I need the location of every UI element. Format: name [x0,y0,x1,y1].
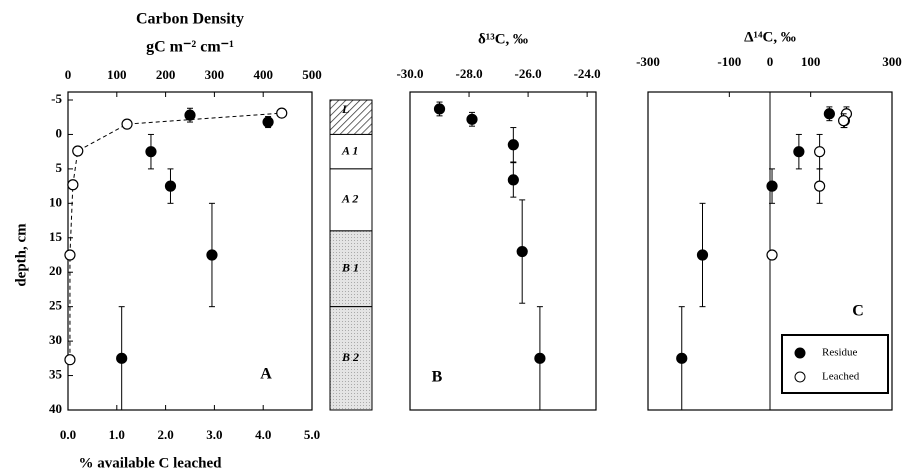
legend-marker [794,347,806,359]
y-axis-label: depth, cm [13,223,29,287]
data-point [516,245,528,258]
data-point [72,145,84,157]
x-tick-label: -100 [717,54,741,69]
y-tick-label: 10 [49,194,62,209]
legend-marker [794,371,806,383]
horizon-label: L [341,102,349,116]
x2-tick-label: 500 [302,67,322,82]
axis-title: Carbon Density [136,11,244,28]
y-tick-label: 35 [49,367,63,382]
soil-horizon [329,99,373,135]
panel-letter: B [432,369,443,386]
data-point [766,180,778,192]
y-tick-label: 30 [49,332,62,347]
y-tick-label: -5 [51,91,62,106]
y-tick-label: 5 [56,160,63,175]
legend-box [781,334,889,394]
x2-tick-label: 0 [65,67,72,82]
data-point [116,352,128,364]
data-point [145,146,157,158]
data-point [814,180,826,192]
x-tick-label: -24.0 [574,66,601,81]
axis-title: gC m⁻² cm⁻¹ [146,39,234,56]
panel-letter: A [260,366,272,383]
x-tick-label: -28.0 [456,66,483,81]
data-point [696,249,709,261]
data-point [262,116,274,128]
y-tick-label: 0 [56,125,63,140]
data-point [466,113,478,125]
x2-tick-label: 400 [253,67,273,82]
x-tick-label: 0.0 [60,427,76,442]
x2-tick-label: 300 [205,67,225,82]
y-tick-label: 25 [49,298,63,313]
x2-tick-label: 100 [107,67,127,82]
data-point [814,146,826,158]
data-point [64,249,76,261]
legend-label: Residue [822,347,858,359]
x-tick-label: 5.0 [304,427,320,442]
y-tick-label: 20 [49,263,62,278]
data-point [64,354,76,366]
x-tick-label: 2.0 [157,427,173,442]
x-tick-label: 100 [801,54,821,69]
data-point [507,174,519,186]
axis-title: δ¹³C, ‰ [478,31,528,47]
y-tick-label: 40 [49,401,62,416]
x-tick-label: -26.0 [515,66,542,81]
data-point [276,107,288,119]
x-tick-label: 1.0 [109,427,125,442]
horizon-label: B 2 [341,350,359,364]
profile-line [69,112,282,360]
x-tick-label: 0 [767,54,774,69]
data-point [121,118,133,130]
data-point [534,352,546,364]
data-point [823,108,835,120]
data-point [766,249,778,261]
horizon-label: A 2 [341,192,358,206]
axis-title: Δ¹⁴C, ‰ [744,29,796,45]
data-point [507,139,519,151]
plot-frame [67,91,313,411]
data-point [67,179,79,191]
x-tick-label: -30.0 [396,66,423,81]
data-point [838,115,850,127]
data-point [206,249,218,261]
data-point [184,109,196,121]
panel-letter: C [852,303,864,320]
data-point [793,146,805,158]
y-tick-label: 15 [49,229,63,244]
soil-horizon [329,230,373,308]
x2-tick-label: 200 [156,67,176,82]
data-point [433,103,446,115]
horizon-label: B 1 [341,261,359,275]
x-tick-label: 300 [882,54,902,69]
data-point [164,180,177,192]
data-point [676,352,688,364]
x-axis-label: % available C leached [79,455,223,471]
soil-horizon [329,306,373,411]
horizon-label: A 1 [341,143,358,157]
x-tick-label: -300 [636,54,660,69]
x-tick-label: 4.0 [255,427,271,442]
legend-label: Leached [822,371,860,383]
x-tick-label: 3.0 [206,427,222,442]
plot-frame [409,91,597,411]
